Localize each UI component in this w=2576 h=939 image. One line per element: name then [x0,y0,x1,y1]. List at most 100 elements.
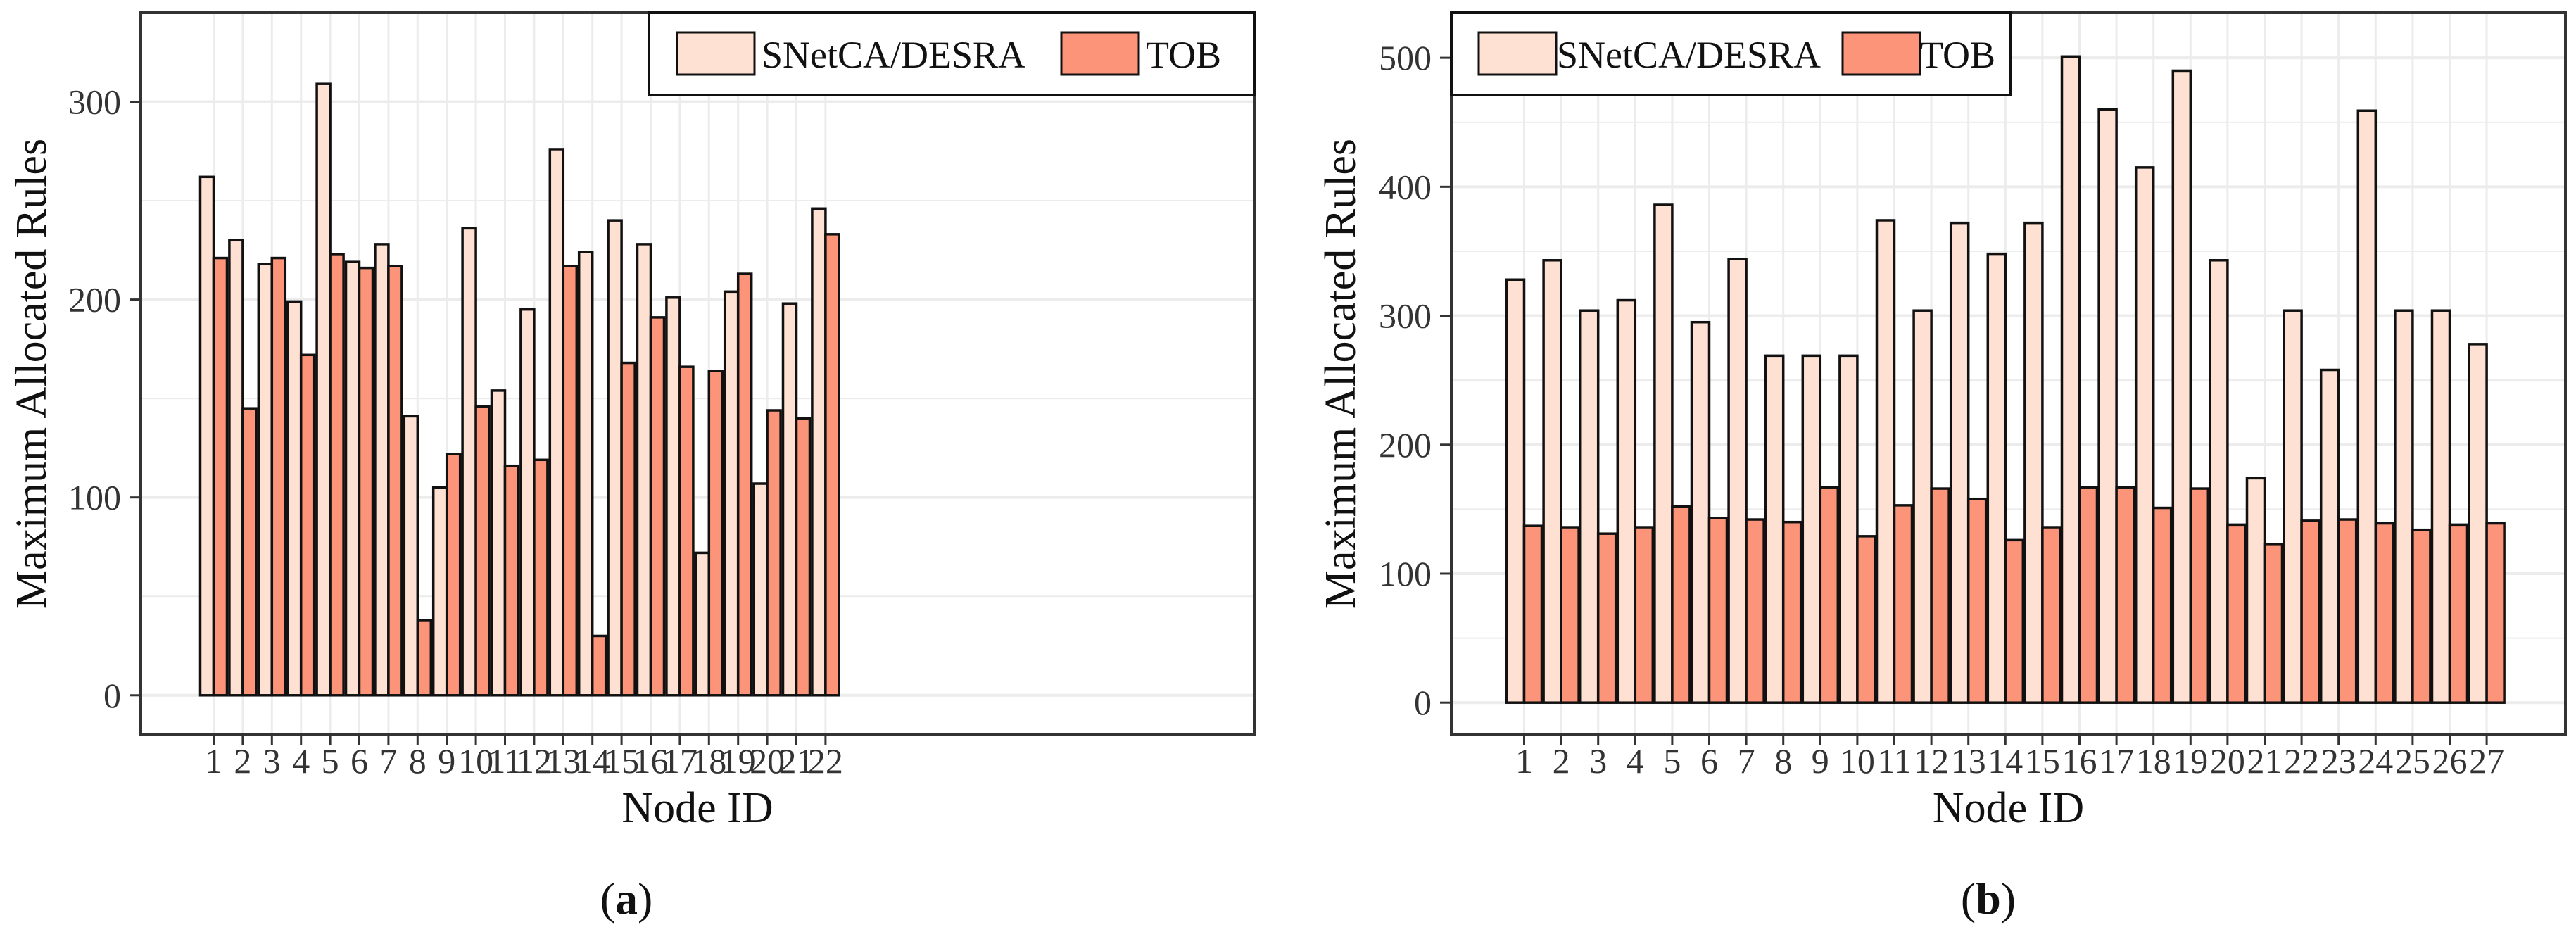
x-tick-label: 4 [1627,741,1644,781]
x-tick-label: 18 [691,741,726,781]
chart-b-legend-key-snetca-desra [1477,31,1558,76]
x-tick-label: 15 [604,741,639,781]
bar-snetca-desra [1653,203,1674,704]
x-tick-label: 8 [1774,741,1792,781]
bar-snetca-desra [607,219,623,697]
bar-tob [270,256,287,697]
x-tick-label: 22 [2284,741,2319,781]
bar-tob [562,265,579,697]
x-tick-label: 20 [2210,741,2245,781]
x-tick-label: 25 [2395,741,2430,781]
bar-tob [474,405,491,697]
chart-a-y-axis: 0 100 200 300 [68,82,141,715]
x-tick-label: 23 [2321,741,2356,781]
bar-tob [2374,522,2395,704]
chart-b-legend-label-tob: TOB [1920,34,1995,76]
bar-tob [241,407,258,697]
y-tick-label: 100 [1379,554,1432,593]
bar-tob [620,361,636,697]
bar-snetca-desra [2060,55,2081,704]
x-tick-label: 16 [2062,741,2097,781]
y-tick-label: 100 [68,478,121,517]
bar-tob [1522,524,1543,704]
bar-snetca-desra [2097,108,2118,704]
bar-tob [707,370,724,697]
bar-tob [445,453,462,697]
x-tick-label: 19 [721,741,756,781]
x-tick-label: 3 [1589,741,1607,781]
y-tick-label: 200 [1379,425,1432,465]
bar-tob [2300,519,2321,704]
bar-snetca-desra [1838,354,1859,704]
bar-tob [2152,506,2173,704]
x-tick-label: 13 [1951,741,1986,781]
bar-tob [1707,517,1729,704]
bar-tob [2411,528,2432,704]
bar-snetca-desra [1727,258,1748,704]
y-tick-label: 0 [103,676,121,715]
x-tick-label: 2 [234,741,251,781]
x-tick-label: 21 [779,741,814,781]
chart-a-caption: (a) [600,874,653,924]
bar-snetca-desra [2394,309,2414,704]
bar-snetca-desra [403,415,419,697]
bar-tob [2337,518,2358,704]
x-tick-label: 4 [292,741,310,781]
x-tick-label: 8 [409,741,427,781]
bar-snetca-desra [228,239,244,697]
bar-snetca-desra [1912,309,1933,704]
bar-snetca-desra [1690,320,1711,704]
x-tick-label: 10 [1840,741,1875,781]
bar-tob [766,409,782,697]
x-tick-label: 10 [458,741,493,781]
x-tick-label: 12 [1914,741,1949,781]
bar-snetca-desra [2023,221,2044,704]
bar-snetca-desra [723,290,740,697]
bar-snetca-desra [636,243,652,697]
bar-snetca-desra [286,300,303,697]
bar-snetca-desra [1505,278,1526,704]
x-tick-label: 19 [2173,741,2208,781]
bar-tob [1634,526,1655,704]
bar-snetca-desra [2430,309,2451,704]
bar-snetca-desra [2134,166,2155,704]
bar-snetca-desra [2209,259,2229,704]
chart-b-y-axis: 0 100 200 300 400 500 [1379,38,1451,722]
x-tick-label: 17 [662,741,697,781]
x-tick-label: 2 [1553,741,1570,781]
bar-snetca-desra [577,251,594,697]
bar-snetca-desra [1949,221,1970,704]
bar-tob [2485,522,2506,704]
bar-snetca-desra [781,302,798,697]
chart-b-legend: SNetCA/DESRA TOB [1450,11,2012,96]
x-tick-label: 1 [205,741,222,781]
bar-snetca-desra [2283,309,2303,704]
bar-tob [591,634,607,697]
bar-tob [387,265,403,697]
bar-snetca-desra [2468,343,2488,704]
bar-snetca-desra [694,551,711,697]
y-tick-label: 300 [68,82,121,121]
bar-snetca-desra [811,207,827,697]
x-tick-label: 12 [517,741,552,781]
bar-tob [358,266,374,697]
bar-tob [2004,538,2025,704]
x-tick-label: 14 [575,741,610,781]
x-tick-label: 11 [1877,741,1911,781]
x-tick-label: 6 [1700,741,1718,781]
bar-snetca-desra [1764,354,1785,704]
bar-snetca-desra [431,486,448,697]
x-tick-label: 13 [545,741,581,781]
bar-snetca-desra [374,243,390,697]
bar-tob [212,256,229,697]
bar-tob [1856,535,1876,704]
bar-tob [533,458,549,697]
bar-tob [2226,523,2247,704]
bar-tob [329,253,345,697]
chart-a-legend-key-tob [1060,31,1140,76]
bar-snetca-desra [1542,259,1562,704]
chart-b-bars [1505,55,2506,704]
bar-tob [2078,486,2099,704]
x-tick-label: 15 [2025,741,2060,781]
